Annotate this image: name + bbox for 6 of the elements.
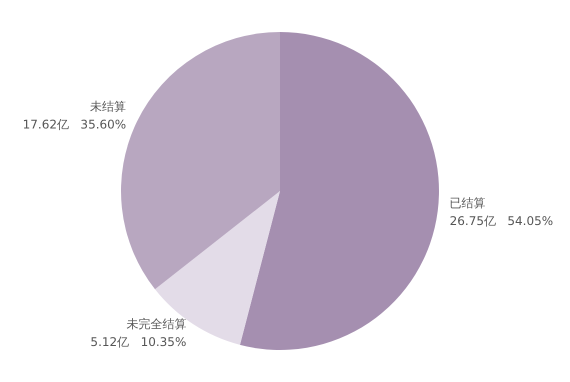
slice-label: 未完全结算 bbox=[126, 317, 186, 332]
data-label: 5.12亿 10.35% bbox=[90, 335, 186, 350]
slice-label: 未结算 bbox=[90, 99, 126, 114]
slice-label: 已结算 bbox=[450, 196, 486, 210]
data-label: 17.62亿 35.60% bbox=[22, 117, 126, 132]
data-label: 26.75亿 54.05% bbox=[450, 214, 554, 228]
